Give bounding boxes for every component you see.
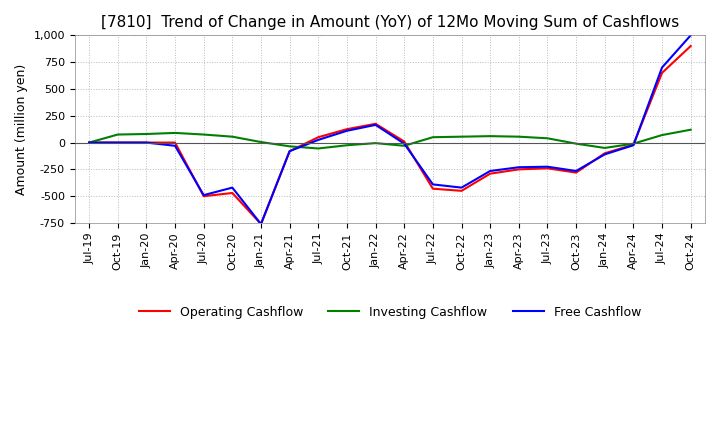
Operating Cashflow	[515, 167, 523, 172]
Operating Cashflow	[199, 194, 208, 199]
Free Cashflow	[629, 143, 638, 148]
Operating Cashflow	[285, 149, 294, 154]
Investing Cashflow	[314, 146, 323, 151]
Operating Cashflow	[657, 70, 666, 76]
Free Cashflow	[600, 152, 609, 157]
Operating Cashflow	[343, 127, 351, 132]
Free Cashflow	[114, 140, 122, 145]
Free Cashflow	[457, 185, 466, 190]
Title: [7810]  Trend of Change in Amount (YoY) of 12Mo Moving Sum of Cashflows: [7810] Trend of Change in Amount (YoY) o…	[101, 15, 679, 30]
Free Cashflow	[285, 149, 294, 154]
Operating Cashflow	[314, 135, 323, 140]
Legend: Operating Cashflow, Investing Cashflow, Free Cashflow: Operating Cashflow, Investing Cashflow, …	[134, 301, 647, 323]
Investing Cashflow	[428, 135, 437, 140]
Investing Cashflow	[600, 145, 609, 150]
Operating Cashflow	[372, 121, 380, 126]
Free Cashflow	[171, 143, 179, 148]
Free Cashflow	[572, 169, 580, 174]
Free Cashflow	[343, 128, 351, 133]
Free Cashflow	[400, 141, 408, 146]
Investing Cashflow	[400, 143, 408, 148]
Investing Cashflow	[543, 136, 552, 141]
Investing Cashflow	[228, 134, 237, 139]
Free Cashflow	[657, 65, 666, 70]
Operating Cashflow	[572, 170, 580, 175]
Free Cashflow	[372, 122, 380, 128]
Investing Cashflow	[657, 132, 666, 138]
Operating Cashflow	[457, 188, 466, 194]
Investing Cashflow	[256, 139, 265, 145]
Investing Cashflow	[629, 141, 638, 146]
Investing Cashflow	[142, 132, 150, 137]
Investing Cashflow	[114, 132, 122, 137]
Operating Cashflow	[114, 140, 122, 145]
Operating Cashflow	[228, 191, 237, 196]
Free Cashflow	[228, 185, 237, 190]
Operating Cashflow	[256, 221, 265, 227]
Operating Cashflow	[686, 44, 695, 49]
Investing Cashflow	[343, 143, 351, 148]
Investing Cashflow	[515, 134, 523, 139]
Free Cashflow	[256, 221, 265, 227]
Free Cashflow	[515, 165, 523, 170]
Free Cashflow	[85, 140, 94, 145]
Free Cashflow	[199, 192, 208, 198]
Operating Cashflow	[428, 186, 437, 191]
Investing Cashflow	[171, 130, 179, 136]
Investing Cashflow	[199, 132, 208, 137]
Investing Cashflow	[85, 140, 94, 145]
Free Cashflow	[543, 164, 552, 169]
Operating Cashflow	[85, 140, 94, 145]
Investing Cashflow	[457, 134, 466, 139]
Investing Cashflow	[372, 140, 380, 146]
Free Cashflow	[428, 182, 437, 187]
Operating Cashflow	[486, 171, 495, 176]
Free Cashflow	[314, 137, 323, 143]
Investing Cashflow	[486, 133, 495, 139]
Free Cashflow	[142, 140, 150, 145]
Investing Cashflow	[572, 141, 580, 146]
Free Cashflow	[686, 33, 695, 38]
Operating Cashflow	[600, 150, 609, 156]
Operating Cashflow	[629, 142, 638, 147]
Line: Free Cashflow: Free Cashflow	[89, 35, 690, 224]
Investing Cashflow	[686, 127, 695, 132]
Y-axis label: Amount (million yen): Amount (million yen)	[15, 63, 28, 195]
Operating Cashflow	[142, 140, 150, 145]
Line: Investing Cashflow: Investing Cashflow	[89, 130, 690, 148]
Investing Cashflow	[285, 144, 294, 149]
Operating Cashflow	[543, 166, 552, 171]
Operating Cashflow	[400, 139, 408, 144]
Line: Operating Cashflow: Operating Cashflow	[89, 46, 690, 224]
Operating Cashflow	[171, 140, 179, 145]
Free Cashflow	[486, 169, 495, 174]
